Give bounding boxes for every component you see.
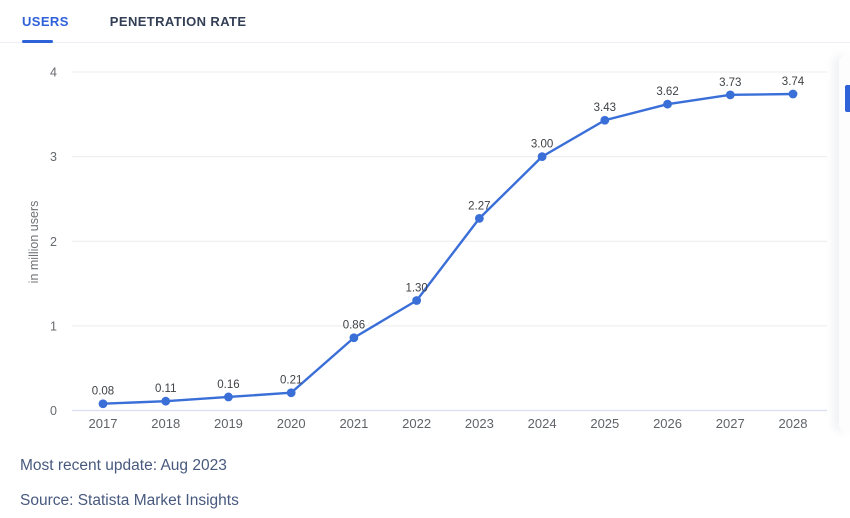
source-text: Source: Statista Market Insights: [20, 492, 239, 509]
data-point-label: 2.27: [468, 200, 490, 212]
tab-penetration-rate-label: PENETRATION RATE: [109, 13, 247, 29]
x-tick-label: 2026: [653, 416, 682, 431]
data-point[interactable]: [663, 99, 672, 109]
x-tick-label: 2019: [214, 416, 243, 431]
data-point[interactable]: [349, 333, 359, 343]
data-point-label: 1.30: [405, 282, 427, 294]
data-point[interactable]: [788, 89, 798, 99]
tab-penetration-rate[interactable]: PENETRATION RATE: [107, 0, 250, 42]
data-point-label: 0.16: [217, 379, 239, 391]
next-card-accent-bar: [845, 85, 850, 112]
y-tick-label: 0: [50, 404, 57, 418]
x-tick-label: 2023: [465, 416, 494, 431]
chart-footer: Most recent update: Aug 2023 Source: Sta…: [20, 457, 239, 518]
data-point[interactable]: [474, 214, 484, 223]
x-tick-label: 2024: [528, 416, 557, 431]
data-point-label: 3.00: [531, 139, 553, 151]
x-tick-label: 2017: [89, 416, 118, 431]
last-update-text: Most recent update: Aug 2023: [20, 457, 227, 474]
line-chart-svg: 0 1 2 3 4 in million users 2017 2018 2019 2020 202…: [27, 66, 827, 431]
y-tick-label: 3: [50, 150, 57, 164]
chart-tabbar: USERS PENETRATION RATE: [0, 0, 850, 43]
data-point-label: 0.11: [155, 383, 177, 395]
data-point-label: 0.08: [92, 386, 114, 398]
data-point[interactable]: [161, 396, 171, 406]
data-point[interactable]: [412, 296, 422, 305]
tab-users[interactable]: USERS: [19, 0, 72, 43]
data-point[interactable]: [537, 152, 547, 162]
x-tick-label: 2018: [151, 416, 180, 431]
x-tick-label: 2027: [716, 416, 745, 431]
x-tick-label: 2020: [277, 416, 306, 431]
data-point[interactable]: [600, 115, 610, 125]
y-axis-title: in million users: [27, 201, 41, 284]
series-line-users: [101, 92, 795, 405]
data-point[interactable]: [98, 399, 108, 409]
data-point[interactable]: [224, 392, 233, 402]
x-tick-label: 2025: [590, 416, 619, 431]
data-point-label: 3.62: [656, 86, 678, 98]
active-tab-indicator: [22, 40, 53, 43]
data-point[interactable]: [286, 388, 296, 398]
data-point-label: 3.43: [594, 102, 616, 114]
y-tick-label: 1: [50, 319, 57, 333]
data-point[interactable]: [725, 90, 735, 100]
x-tick-label: 2021: [339, 416, 368, 431]
data-point-label: 0.21: [280, 375, 302, 387]
y-tick-label: 4: [50, 66, 57, 80]
data-point-label: 3.73: [719, 77, 741, 89]
next-card-peek[interactable]: [839, 55, 850, 431]
data-point-label: 3.74: [782, 76, 805, 88]
data-point-label: 0.86: [343, 320, 365, 332]
y-tick-label: 2: [50, 235, 57, 249]
x-tick-label: 2028: [779, 416, 808, 431]
x-tick-label: 2022: [402, 416, 431, 431]
tab-users-label: USERS: [22, 13, 69, 29]
users-line-chart: 0 1 2 3 4 in million users 2017 2018 2019 2020 202…: [0, 55, 850, 445]
